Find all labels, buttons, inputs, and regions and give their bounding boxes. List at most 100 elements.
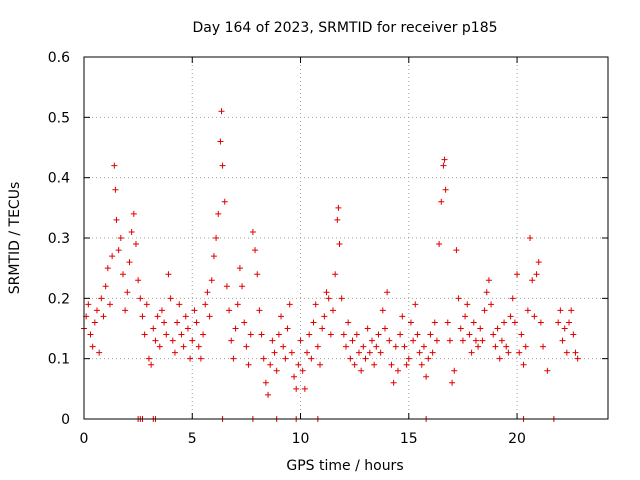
data-point [241,319,248,326]
data-point [301,385,308,392]
data-point [371,361,378,368]
data-point [557,307,564,314]
data-point [468,349,475,356]
y-tick-label: 0.6 [48,50,70,66]
data-point [334,216,341,223]
data-point [429,349,436,356]
data-point [327,331,334,338]
x-tick-label: 20 [508,431,526,447]
data-point [258,331,265,338]
data-point [509,295,516,302]
data-point [494,325,501,332]
data-point [158,307,165,314]
data-point [267,361,274,368]
data-point [180,343,187,350]
data-point [91,319,98,326]
data-point [169,337,176,344]
data-point [117,235,124,241]
data-point [226,307,233,314]
data-point [360,343,367,350]
data-point [234,301,241,308]
data-point [453,247,460,254]
data-point [466,331,473,338]
y-axis-label: SRMTID / TECUs [7,182,23,295]
data-point [325,295,332,302]
data-point [249,228,256,235]
data-point [275,331,282,338]
data-point [345,319,352,326]
data-point [184,325,191,332]
data-point [284,325,291,332]
data-point [115,247,122,254]
data-point [412,301,419,308]
data-point [527,235,534,241]
data-point [271,349,278,356]
data-point [232,325,239,332]
data-point [195,343,202,350]
data-point [390,379,397,386]
data-point [148,361,155,368]
data-point [379,307,386,314]
data-point [137,295,144,302]
data-point [321,313,328,320]
data-point [438,198,445,205]
data-point [218,108,225,115]
data-point [126,259,133,266]
data-point [178,331,185,338]
data-point [440,162,447,169]
data-point [531,313,538,320]
data-point [204,289,211,296]
data-point [139,313,146,320]
data-point [540,343,547,350]
data-point [444,319,451,326]
data-point [427,331,434,338]
data-point [282,355,289,362]
data-point [295,361,302,368]
data-point [423,373,430,380]
data-point [433,337,440,344]
data-point [113,216,120,223]
data-point [503,343,510,350]
data-point [202,301,209,308]
data-point [442,186,449,193]
data-point [262,379,269,386]
x-tick-label: 15 [400,431,418,447]
data-point [498,337,505,344]
data-point [388,361,395,368]
data-point [568,307,575,314]
data-point [200,331,207,338]
data-point [245,361,252,368]
data-point [193,319,200,326]
data-point [288,349,295,356]
data-point [247,331,254,338]
data-point [425,355,432,362]
data-point [278,313,285,320]
data-point [559,337,566,344]
data-point [355,349,362,356]
data-point [332,271,339,278]
data-point [213,235,220,241]
data-point [171,349,178,356]
data-point [165,271,172,278]
data-point [522,343,529,350]
data-point [299,367,306,374]
data-point [154,313,161,320]
data-point [563,349,570,356]
data-point [269,337,276,344]
data-point [152,337,159,344]
data-point [490,331,497,338]
data-point [496,355,503,362]
data-point [514,271,521,278]
data-point [394,367,401,374]
data-point [481,307,488,314]
data-point [297,337,304,344]
data-point [98,295,105,302]
data-point [219,162,226,169]
data-point [485,277,492,284]
data-point [384,289,391,296]
data-point [119,271,126,278]
data-point [349,337,356,344]
data-point [520,361,527,368]
data-point [87,331,94,338]
data-point [399,313,406,320]
